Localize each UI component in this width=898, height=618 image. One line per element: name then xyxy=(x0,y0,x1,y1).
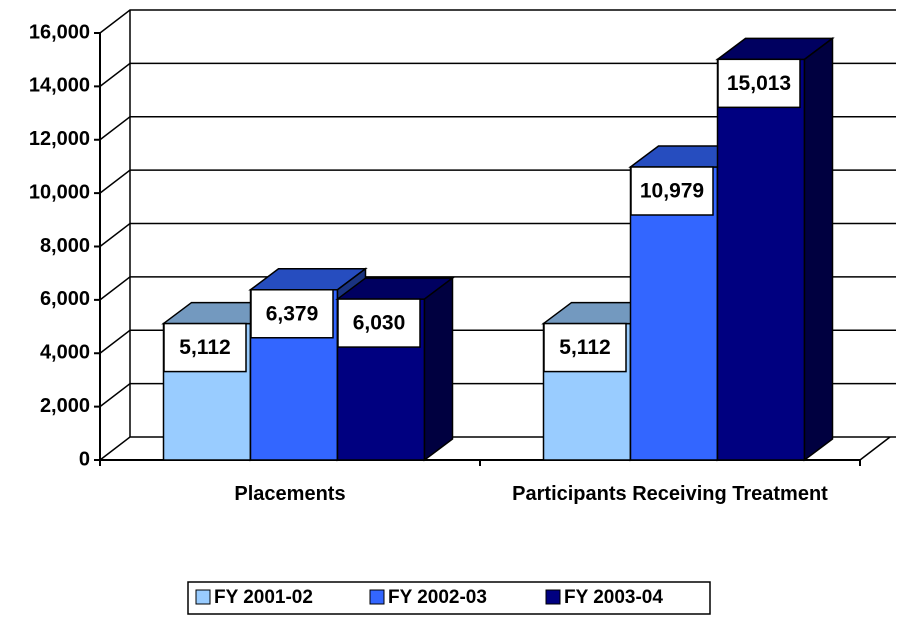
y-tick-label: 10,000 xyxy=(29,181,90,203)
y-tick-label: 4,000 xyxy=(40,342,90,364)
data-label: 6,030 xyxy=(353,312,406,335)
data-label: 5,112 xyxy=(559,336,610,359)
data-label-box xyxy=(250,289,334,339)
data-label: 10,979 xyxy=(640,180,704,203)
data-label-box xyxy=(717,58,801,109)
legend-swatch xyxy=(195,589,211,605)
data-label-box xyxy=(337,298,421,348)
legend-box xyxy=(187,581,711,615)
floor-edge xyxy=(859,436,891,461)
legend-swatch xyxy=(545,589,561,605)
data-label: 5,112 xyxy=(179,336,230,359)
bar-side xyxy=(803,36,834,462)
y-tick-label: 14,000 xyxy=(29,75,90,97)
y-tick-label: 8,000 xyxy=(40,235,90,257)
bar xyxy=(716,58,806,461)
data-label-box xyxy=(543,322,627,373)
data-label: 6,379 xyxy=(266,302,319,325)
bar xyxy=(629,166,719,461)
legend: FY 2001-02 FY 2002-03 FY 2003-04 xyxy=(187,581,711,615)
legend-label: FY 2001-02 xyxy=(214,587,313,608)
data-label: 15,013 xyxy=(727,72,791,95)
legend-swatch xyxy=(369,589,385,605)
bar-side xyxy=(423,276,454,462)
x-tick-label: Participants Receiving Treatment xyxy=(512,483,828,505)
x-tick-label: Placements xyxy=(234,483,346,505)
legend-label: FY 2003-04 xyxy=(564,587,663,608)
legend-label: FY 2002-03 xyxy=(388,587,487,608)
data-label-box xyxy=(163,322,247,373)
y-tick-label: 0 xyxy=(79,448,90,470)
y-tick-label: 2,000 xyxy=(40,395,90,417)
y-tick-label: 12,000 xyxy=(29,128,90,150)
y-tick-label: 16,000 xyxy=(29,21,90,43)
y-tick-label: 6,000 xyxy=(40,288,90,310)
data-label-box xyxy=(630,166,714,216)
